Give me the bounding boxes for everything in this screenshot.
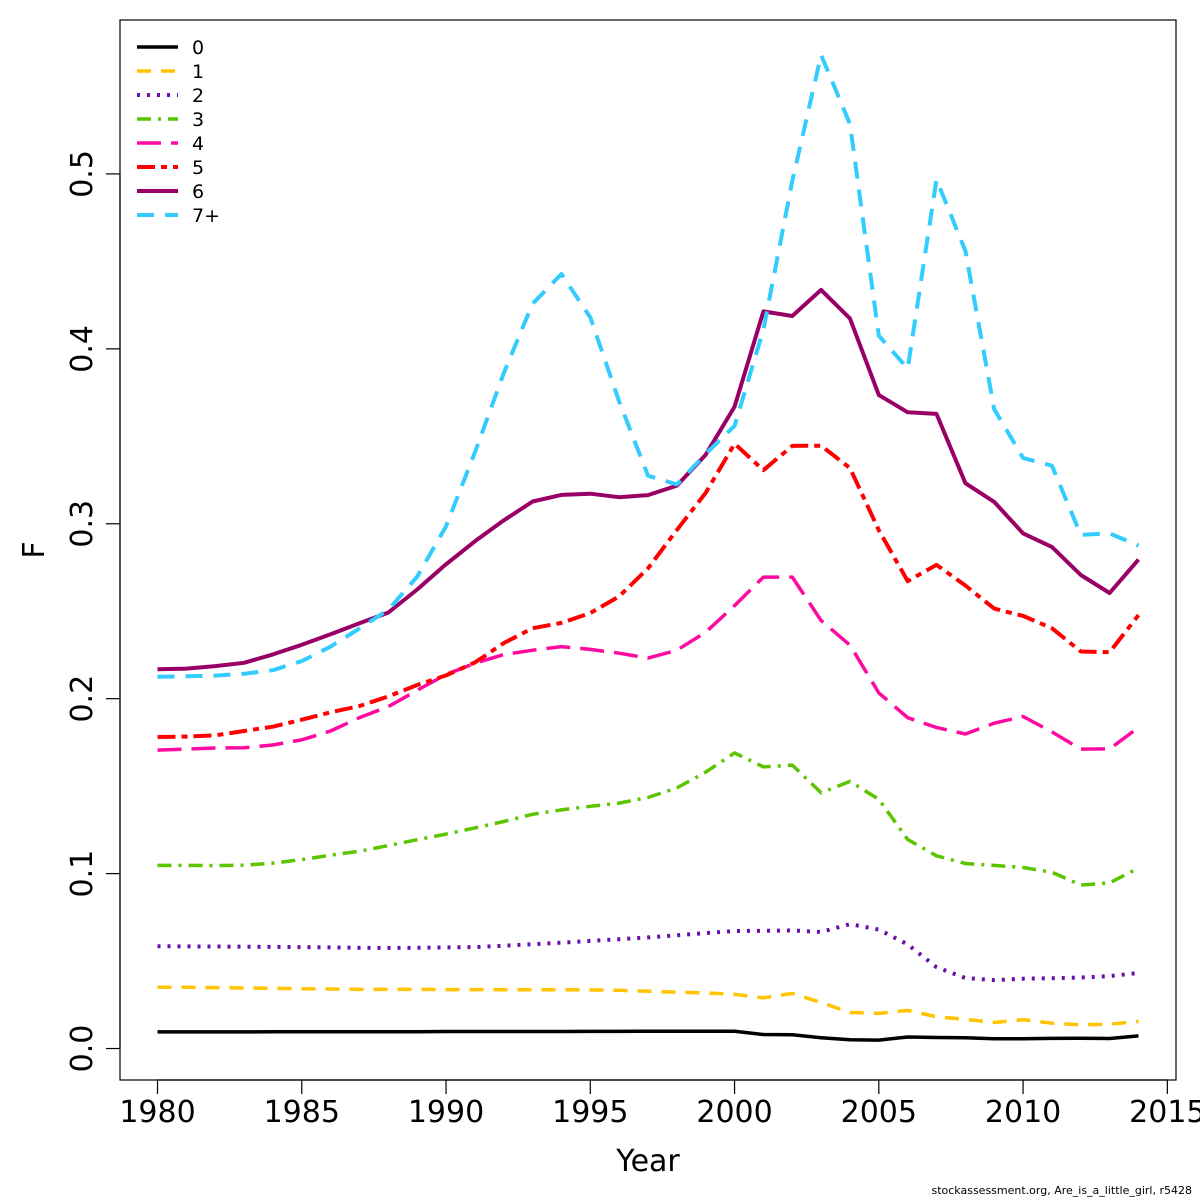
x-axis: 1980 1985 1990 1995 2000 2005 2010 2015 [119, 1079, 1200, 1130]
x-axis-title: Year [615, 1144, 680, 1179]
legend-label: 6 [192, 181, 204, 203]
legend-label: 7+ [192, 205, 220, 227]
legend-label: 0 [192, 37, 204, 59]
y-tick-label: 0.0 [65, 1025, 100, 1073]
legend-label: 4 [192, 133, 204, 155]
y-tick-label: 0.5 [65, 150, 100, 198]
y-tick-label: 0.1 [65, 850, 100, 898]
plot-frame [119, 19, 1177, 1081]
series-line-1 [157, 985, 1139, 1027]
x-tick-label: 1990 [408, 1095, 484, 1130]
legend-label: 1 [192, 61, 204, 83]
series-layer [157, 53, 1141, 1042]
y-tick-label: 0.3 [65, 500, 100, 548]
series-line-4 [157, 575, 1140, 752]
y-tick-label: 0.2 [65, 675, 100, 723]
legend-label: 5 [192, 157, 204, 179]
legend-label: 3 [192, 109, 204, 131]
legend-label: 2 [192, 85, 204, 107]
y-tick-label: 0.4 [65, 325, 100, 373]
x-tick-label: 2015 [1129, 1095, 1200, 1130]
series-line-0 [157, 1029, 1139, 1042]
x-tick-label: 2005 [841, 1095, 917, 1130]
x-tick-label: 2000 [696, 1095, 772, 1130]
x-tick-label: 1985 [264, 1095, 340, 1130]
x-tick-label: 1995 [552, 1095, 628, 1130]
y-axis-title: F [17, 541, 52, 558]
series-line-5 [157, 441, 1141, 739]
y-axis: 0.0 0.1 0.2 0.3 0.4 0.5 [65, 150, 121, 1073]
footer-credit: stockassessment.org, Are_is_a_little_gir… [931, 1184, 1192, 1197]
series-line-7plus [157, 53, 1140, 679]
series-line-6 [157, 287, 1141, 672]
x-tick-label: 2010 [985, 1095, 1061, 1130]
x-tick-label: 1980 [119, 1095, 195, 1130]
series-line-2 [157, 922, 1139, 983]
series-line-3 [157, 751, 1140, 887]
